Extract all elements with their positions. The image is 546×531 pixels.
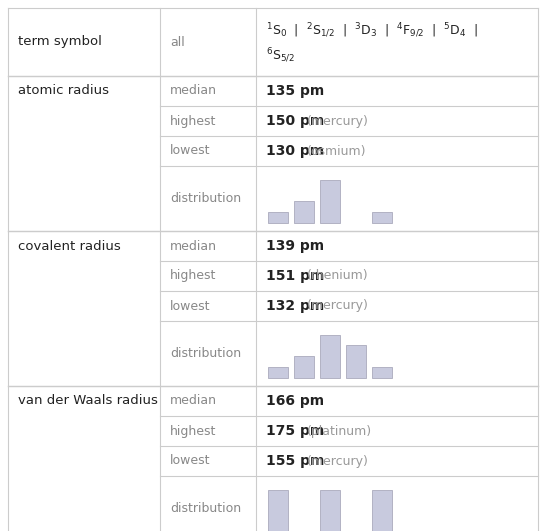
Text: atomic radius: atomic radius [18, 84, 109, 98]
Bar [372, 367, 392, 378]
Text: (platinum): (platinum) [307, 424, 372, 438]
Bar [372, 490, 392, 531]
Text: (mercury): (mercury) [307, 299, 369, 313]
Text: median: median [170, 239, 217, 253]
Text: 130 pm: 130 pm [266, 144, 324, 158]
Text: 132 pm: 132 pm [266, 299, 324, 313]
Text: 175 pm: 175 pm [266, 424, 324, 438]
Bar [268, 490, 288, 531]
Bar [268, 212, 288, 223]
Text: $^6\mathrm{S}_{5/2}$: $^6\mathrm{S}_{5/2}$ [266, 46, 295, 65]
Text: median: median [170, 395, 217, 407]
Text: lowest: lowest [170, 455, 211, 467]
Text: (rhenium): (rhenium) [307, 270, 369, 282]
Text: 155 pm: 155 pm [266, 454, 324, 468]
Text: median: median [170, 84, 217, 98]
Text: (osmium): (osmium) [307, 144, 367, 158]
Text: van der Waals radius: van der Waals radius [18, 395, 158, 407]
Bar [320, 179, 340, 223]
Text: lowest: lowest [170, 299, 211, 313]
Bar [268, 367, 288, 378]
Text: (mercury): (mercury) [307, 455, 369, 467]
Text: lowest: lowest [170, 144, 211, 158]
Text: 166 pm: 166 pm [266, 394, 324, 408]
Bar [320, 490, 340, 531]
Text: (mercury): (mercury) [307, 115, 369, 127]
Text: 150 pm: 150 pm [266, 114, 324, 128]
Bar [346, 346, 366, 378]
Bar [294, 201, 314, 223]
Text: distribution: distribution [170, 502, 241, 515]
Text: highest: highest [170, 270, 216, 282]
Text: highest: highest [170, 115, 216, 127]
Text: $^1\mathrm{S}_0$  |  $^2\mathrm{S}_{1/2}$  |  $^3\mathrm{D}_3$  |  $^4\mathrm{F}: $^1\mathrm{S}_0$ | $^2\mathrm{S}_{1/2}$ … [266, 21, 478, 40]
Bar [372, 212, 392, 223]
Bar [294, 356, 314, 378]
Text: 135 pm: 135 pm [266, 84, 324, 98]
Text: covalent radius: covalent radius [18, 239, 121, 253]
Text: distribution: distribution [170, 347, 241, 360]
Text: 139 pm: 139 pm [266, 239, 324, 253]
Text: highest: highest [170, 424, 216, 438]
Text: distribution: distribution [170, 192, 241, 205]
Text: all: all [170, 36, 185, 48]
Text: term symbol: term symbol [18, 36, 102, 48]
Bar [320, 335, 340, 378]
Text: 151 pm: 151 pm [266, 269, 324, 283]
